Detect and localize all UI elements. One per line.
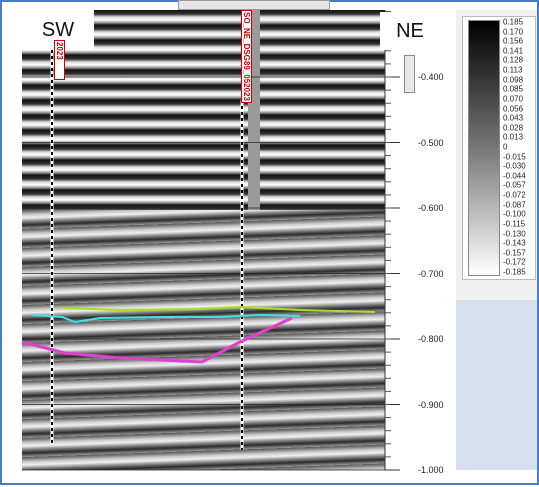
tick-label: -0.800 <box>418 334 444 344</box>
label-ne: NE <box>380 12 440 50</box>
colorbar-label: 0.085 <box>503 85 523 94</box>
tick-label: -0.500 <box>418 138 444 148</box>
colorbar-label: -0.172 <box>503 258 526 267</box>
well-label: 2023 <box>54 40 65 80</box>
colorbar-label: -0.157 <box>503 248 526 257</box>
minor-ticks <box>385 12 400 471</box>
colorbar-label: -0.115 <box>503 219 525 228</box>
colorbar-label: 0.013 <box>503 133 523 142</box>
colorbar-label: 0.156 <box>503 37 523 46</box>
colorbar-label: 0.185 <box>503 18 523 27</box>
colorbar-label: 0.028 <box>503 123 523 132</box>
colorbar-label: 0.043 <box>503 114 523 123</box>
colorbar-label: -0.044 <box>503 171 526 180</box>
well-label: SO_NE_DSG89_052023 <box>241 10 252 103</box>
colorbar-label: -0.072 <box>503 191 526 200</box>
colorbar-label: -0.143 <box>503 239 526 248</box>
screen: {"labels": {"left": "SW", "right": "NE"}… <box>0 0 539 487</box>
tick-label: -1.000 <box>418 465 444 475</box>
colorbar-label: 0.128 <box>503 56 523 65</box>
colorbar-label: -0.087 <box>503 200 526 209</box>
colorbar-label: 0 <box>503 143 507 152</box>
tick-label: -0.900 <box>418 400 444 410</box>
colorbar-label: -0.185 <box>503 268 526 277</box>
colorbar-label: -0.130 <box>503 229 526 238</box>
colorbar-label: -0.015 <box>503 152 526 161</box>
tick-label: -0.400 <box>418 72 444 82</box>
colorbar-label: -0.100 <box>503 210 526 219</box>
colorbar-label: 0.170 <box>503 27 523 36</box>
colorbar-label: 0.056 <box>503 104 523 113</box>
colorbar-label: 0.113 <box>503 66 522 75</box>
horizon-magenta <box>22 318 292 362</box>
colorbar-label: 0.141 <box>503 46 523 55</box>
grid <box>22 77 385 470</box>
overlay <box>0 0 539 487</box>
colorbar-label: -0.030 <box>503 162 526 171</box>
tick-label: -0.600 <box>418 203 444 213</box>
tick-label: -0.700 <box>418 269 444 279</box>
colorbar-label: 0.098 <box>503 75 523 84</box>
horizon-green <box>62 307 375 312</box>
colorbar-label: -0.057 <box>503 181 526 190</box>
colorbar-label: 0.070 <box>503 94 523 103</box>
horizon-cyan <box>32 315 300 322</box>
